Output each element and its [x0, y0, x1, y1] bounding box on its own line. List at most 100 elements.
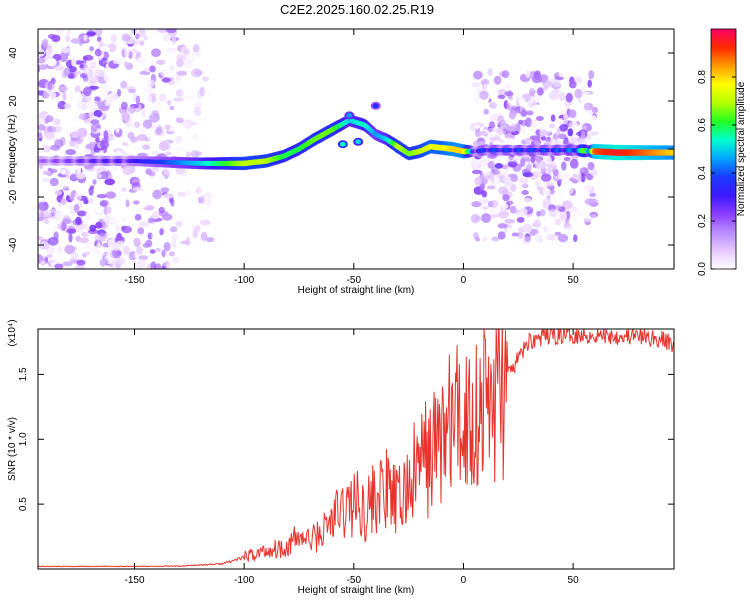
noise-speckle	[504, 91, 514, 97]
noise-speckle	[115, 225, 120, 232]
noise-speckle	[163, 168, 173, 176]
noise-speckle	[508, 173, 518, 178]
noise-speckle	[478, 130, 488, 136]
noise-speckle	[199, 219, 211, 226]
noise-speckle	[491, 168, 500, 175]
noise-speckle	[129, 232, 136, 239]
noise-speckle	[108, 135, 117, 143]
noise-speckle	[472, 140, 482, 147]
noise-speckle	[518, 207, 528, 217]
noise-speckle	[62, 91, 67, 101]
noise-speckle	[133, 121, 141, 128]
chart-title: C2E2.2025.160.02.25.R19	[280, 2, 434, 17]
noise-speckle	[205, 90, 211, 98]
noise-speckle	[66, 228, 77, 235]
noise-speckle	[61, 169, 67, 175]
spectrogram-plot-area	[38, 29, 674, 269]
noise-speckle	[158, 206, 165, 214]
noise-speckle	[517, 231, 524, 239]
colorbar-label: Normalized spectral amplitude	[736, 81, 747, 216]
noise-speckle	[474, 93, 480, 104]
noise-speckle	[160, 199, 169, 208]
noise-speckle	[85, 101, 96, 112]
noise-speckle	[580, 172, 586, 183]
noise-speckle	[83, 34, 88, 42]
noise-speckle	[494, 178, 500, 186]
noise-speckle	[161, 225, 172, 234]
noise-speckle	[38, 197, 47, 203]
noise-speckle	[99, 232, 106, 237]
noise-speckle	[508, 110, 516, 120]
noise-speckle	[175, 220, 183, 227]
noise-speckle	[128, 106, 136, 114]
noise-speckle	[65, 169, 71, 180]
noise-speckle	[184, 94, 196, 101]
noise-speckle	[489, 102, 498, 109]
noise-speckle	[150, 150, 160, 156]
colorbar-tick-label: 0.8	[697, 70, 708, 84]
noise-speckle	[486, 185, 496, 190]
noise-speckle	[75, 172, 86, 180]
noise-speckle	[510, 184, 517, 192]
noise-speckle	[587, 79, 592, 88]
noise-speckle	[74, 264, 86, 269]
noise-speckle	[75, 216, 82, 225]
noise-speckle	[580, 130, 586, 141]
noise-speckle	[97, 173, 103, 178]
noise-speckle	[559, 124, 568, 132]
snr-frame	[37, 328, 675, 570]
noise-speckle	[100, 83, 111, 94]
noise-speckle	[590, 115, 597, 125]
noise-speckle	[158, 174, 166, 182]
noise-speckle	[77, 210, 87, 217]
noise-speckle	[90, 253, 97, 259]
noise-speckle	[559, 194, 566, 202]
noise-speckle	[481, 213, 492, 223]
noise-speckle	[521, 190, 529, 195]
noise-speckle	[168, 251, 176, 257]
noise-speckle	[534, 232, 542, 242]
noise-speckle	[532, 104, 543, 113]
noise-speckle	[475, 237, 481, 242]
noise-speckle	[517, 97, 526, 105]
noise-speckle	[548, 208, 558, 218]
noise-speckle	[553, 139, 561, 146]
noise-speckle	[199, 86, 205, 97]
noise-speckle	[533, 81, 539, 92]
noise-speckle	[75, 136, 84, 144]
x-tick-label: -50	[347, 575, 362, 586]
noise-speckle	[151, 48, 161, 57]
noise-speckle	[483, 108, 490, 115]
noise-speckle	[501, 70, 510, 79]
noise-speckle	[516, 201, 524, 209]
noise-speckle	[79, 73, 88, 79]
noise-speckle	[90, 119, 100, 125]
noise-speckle	[562, 187, 574, 195]
noise-speckle	[504, 218, 516, 224]
ridge-core	[671, 149, 674, 156]
noise-speckle	[99, 46, 110, 52]
noise-speckle	[49, 208, 57, 213]
noise-speckle	[192, 229, 198, 239]
noise-speckle	[481, 164, 487, 171]
noise-speckle	[139, 221, 150, 227]
noise-speckle	[103, 265, 112, 269]
noise-speckle	[176, 175, 188, 182]
noise-speckle	[493, 75, 502, 85]
noise-speckle	[73, 192, 82, 201]
noise-speckle	[540, 173, 552, 182]
noise-speckle	[541, 184, 548, 189]
noise-speckle	[534, 180, 541, 186]
noise-speckle	[123, 61, 129, 68]
noise-speckle	[185, 151, 191, 158]
noise-speckle	[38, 57, 46, 64]
noise-speckle	[161, 249, 166, 258]
noise-speckle	[159, 67, 168, 77]
noise-speckle	[99, 199, 109, 207]
colorbar: 0.0 0.2 0.4 0.6 0.8 Normalized spectral ampli…	[697, 28, 747, 276]
noise-speckle	[546, 199, 552, 207]
noise-speckle	[62, 261, 73, 267]
noise-speckle	[587, 162, 595, 171]
noise-speckle	[123, 262, 128, 269]
noise-speckle	[142, 144, 151, 150]
